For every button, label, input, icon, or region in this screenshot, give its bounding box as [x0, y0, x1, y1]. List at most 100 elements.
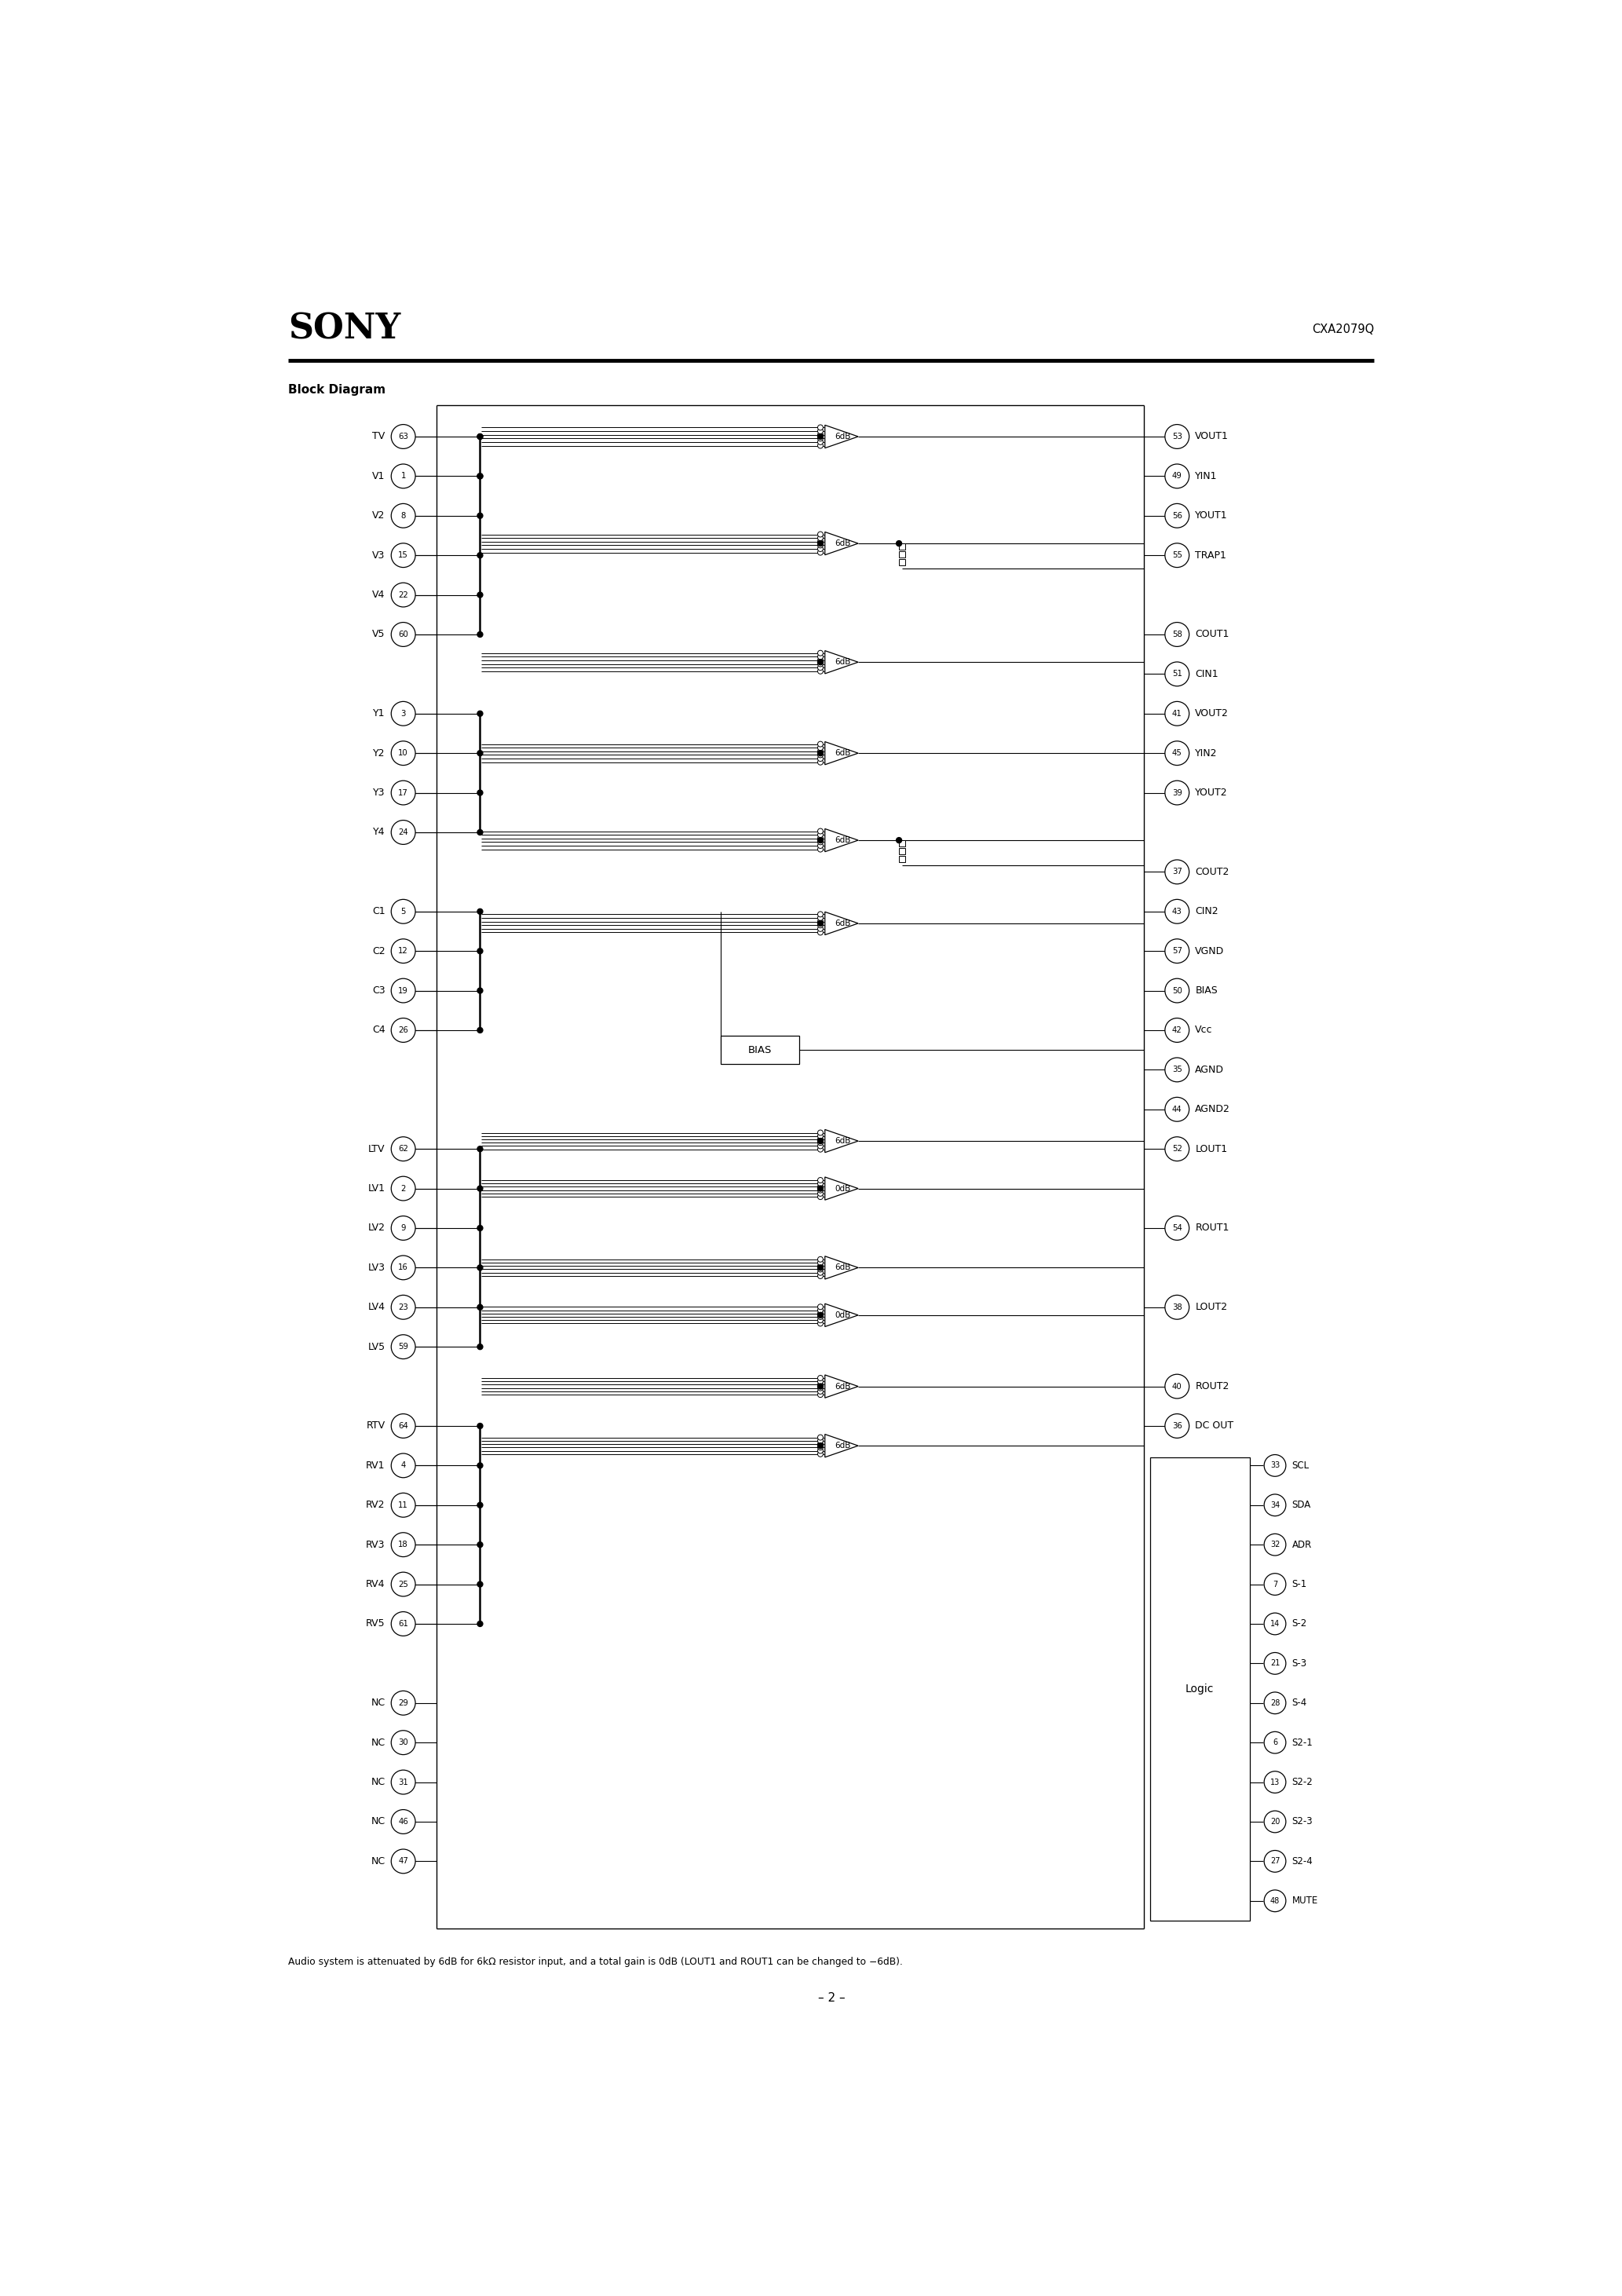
Circle shape: [1165, 544, 1189, 567]
Text: 61: 61: [399, 1621, 409, 1628]
Text: 0dB: 0dB: [835, 1185, 850, 1192]
Text: BIAS: BIAS: [1195, 985, 1218, 996]
Circle shape: [391, 1295, 415, 1320]
Polygon shape: [826, 1130, 858, 1153]
Circle shape: [817, 1139, 822, 1143]
Polygon shape: [826, 1304, 858, 1327]
Circle shape: [817, 434, 822, 439]
Text: 37: 37: [1173, 868, 1182, 875]
Circle shape: [817, 843, 822, 850]
Bar: [1150, 1458, 1249, 1922]
Circle shape: [817, 1313, 822, 1320]
Text: LV3: LV3: [368, 1263, 384, 1272]
Text: 7: 7: [1273, 1580, 1278, 1589]
Circle shape: [817, 1391, 822, 1398]
Text: Vcc: Vcc: [1195, 1024, 1213, 1035]
Text: 22: 22: [399, 590, 409, 599]
Circle shape: [817, 1313, 822, 1318]
Circle shape: [817, 836, 822, 840]
Circle shape: [817, 1139, 822, 1146]
Text: Y1: Y1: [373, 709, 384, 719]
Text: RV2: RV2: [367, 1499, 384, 1511]
Circle shape: [817, 1318, 822, 1322]
Text: ROUT2: ROUT2: [1195, 1382, 1229, 1391]
Circle shape: [817, 847, 822, 852]
Circle shape: [477, 1502, 483, 1508]
Circle shape: [817, 443, 822, 448]
Text: V1: V1: [373, 471, 384, 482]
Circle shape: [391, 1612, 415, 1637]
Circle shape: [391, 1334, 415, 1359]
Text: YIN1: YIN1: [1195, 471, 1218, 482]
Text: SDA: SDA: [1291, 1499, 1311, 1511]
Circle shape: [817, 549, 822, 556]
Circle shape: [391, 464, 415, 489]
Circle shape: [391, 1492, 415, 1518]
Circle shape: [477, 1265, 483, 1270]
Circle shape: [391, 1176, 415, 1201]
Bar: [720, 1035, 800, 1063]
Circle shape: [817, 925, 822, 932]
Circle shape: [817, 1267, 822, 1272]
Circle shape: [477, 712, 483, 716]
Circle shape: [817, 1320, 822, 1327]
Circle shape: [817, 751, 822, 755]
Circle shape: [817, 760, 822, 765]
Text: – 2 –: – 2 –: [817, 1993, 845, 2004]
Text: 8: 8: [401, 512, 406, 519]
Circle shape: [817, 1256, 822, 1263]
Circle shape: [817, 425, 822, 429]
Circle shape: [477, 1582, 483, 1587]
Text: 1: 1: [401, 473, 406, 480]
Circle shape: [391, 1017, 415, 1042]
Text: 57: 57: [1173, 948, 1182, 955]
Circle shape: [817, 1143, 822, 1148]
Circle shape: [817, 1146, 822, 1153]
Circle shape: [1165, 703, 1189, 726]
Text: S2-4: S2-4: [1291, 1855, 1312, 1867]
Circle shape: [1264, 1456, 1286, 1476]
Circle shape: [817, 1384, 822, 1391]
Circle shape: [477, 1226, 483, 1231]
Text: 48: 48: [1270, 1896, 1280, 1906]
Circle shape: [817, 436, 822, 441]
Text: DC OUT: DC OUT: [1195, 1421, 1234, 1430]
Circle shape: [817, 755, 822, 762]
Text: LOUT1: LOUT1: [1195, 1143, 1228, 1155]
Circle shape: [477, 592, 483, 597]
Circle shape: [477, 1304, 483, 1311]
Circle shape: [817, 1378, 822, 1384]
Polygon shape: [826, 1375, 858, 1398]
Circle shape: [1264, 1692, 1286, 1713]
Circle shape: [1165, 742, 1189, 765]
Text: 51: 51: [1173, 670, 1182, 677]
Text: NC: NC: [371, 1738, 384, 1747]
Text: 6dB: 6dB: [835, 918, 852, 928]
Circle shape: [817, 916, 822, 921]
Polygon shape: [826, 1435, 858, 1458]
Circle shape: [817, 1451, 822, 1456]
Text: 46: 46: [399, 1818, 409, 1825]
Text: LTV: LTV: [368, 1143, 384, 1155]
Text: 30: 30: [399, 1738, 409, 1747]
Text: 13: 13: [1270, 1777, 1280, 1786]
Text: 6dB: 6dB: [835, 748, 852, 758]
Text: 50: 50: [1173, 987, 1182, 994]
Text: 5: 5: [401, 907, 406, 916]
Text: C4: C4: [371, 1024, 384, 1035]
Text: 3: 3: [401, 709, 406, 719]
Text: 9: 9: [401, 1224, 406, 1233]
Text: 56: 56: [1173, 512, 1182, 519]
Circle shape: [1165, 978, 1189, 1003]
Text: 62: 62: [399, 1146, 409, 1153]
Circle shape: [817, 659, 822, 666]
Text: 14: 14: [1270, 1621, 1280, 1628]
Circle shape: [817, 1442, 822, 1449]
Circle shape: [817, 657, 822, 664]
Circle shape: [817, 666, 822, 670]
Text: 11: 11: [399, 1502, 409, 1508]
Circle shape: [391, 425, 415, 448]
Text: 32: 32: [1270, 1541, 1280, 1548]
Circle shape: [477, 1543, 483, 1548]
Text: YOUT2: YOUT2: [1195, 788, 1228, 797]
